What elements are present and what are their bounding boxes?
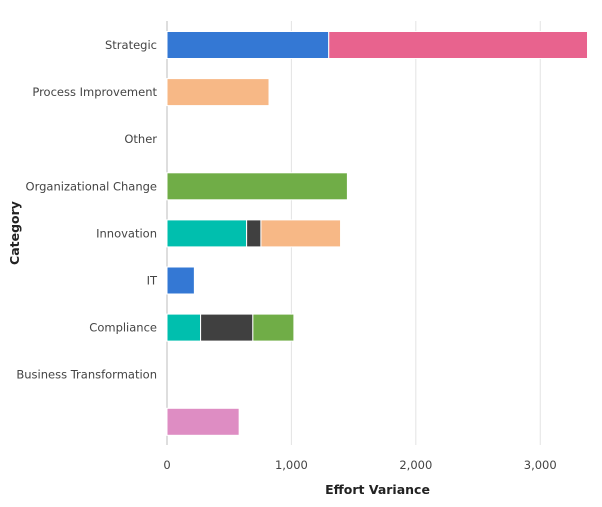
bar-segment	[166, 219, 248, 248]
category-label: Organizational Change	[26, 179, 157, 193]
category-labels: Strategic Process Improvement Other Organiz…	[16, 38, 158, 382]
bar-segment	[166, 407, 240, 436]
bar-segment	[246, 219, 262, 248]
category-label: Innovation	[96, 226, 157, 240]
x-axis-title: Effort Variance	[325, 482, 430, 497]
category-label: IT	[147, 274, 158, 288]
bar-segment	[252, 313, 295, 342]
x-tick-labels: 0 1,000 2,000 3,000	[163, 458, 556, 472]
bar-segment	[166, 31, 330, 59]
y-axis-title: Category	[7, 201, 22, 265]
category-label: Business Transformation	[16, 368, 157, 382]
x-tick-label: 2,000	[399, 458, 432, 472]
x-tick-label: 1,000	[275, 458, 308, 472]
bar-segment	[166, 266, 195, 295]
category-label: Strategic	[105, 38, 157, 52]
bar-segment	[166, 313, 202, 342]
bar-segment	[166, 172, 348, 201]
bar-segment	[328, 31, 589, 59]
bar-segment	[200, 313, 254, 342]
category-label: Process Improvement	[32, 85, 157, 99]
bars	[166, 31, 589, 436]
bar-segment	[260, 219, 342, 248]
x-tick-label: 0	[163, 458, 170, 472]
bar-segment	[166, 78, 270, 107]
category-label: Compliance	[89, 321, 157, 335]
x-tick-label: 3,000	[524, 458, 557, 472]
category-label: Other	[124, 132, 157, 146]
